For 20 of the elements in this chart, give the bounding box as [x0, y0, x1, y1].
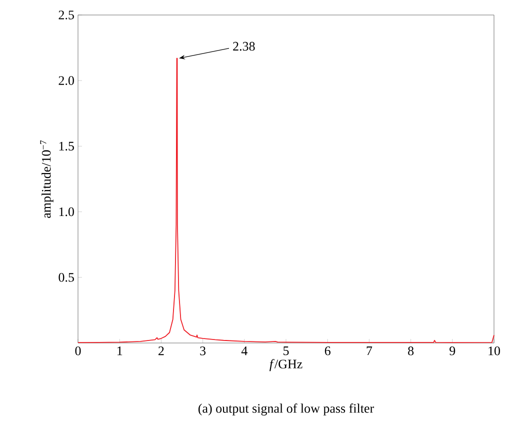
x-axis-title: f/GHz — [270, 359, 302, 372]
x-tick-label: 6 — [324, 346, 330, 356]
x-tick-label: 4 — [241, 346, 248, 356]
text: (a) output signal of low pass filter — [198, 404, 374, 416]
y-tick-label: 2.0 — [58, 76, 74, 86]
y-tick-label: 1.5 — [59, 142, 74, 151]
x-tick-label: 8 — [408, 346, 414, 356]
x-tick-label: 10 — [488, 346, 500, 356]
x-tick-label: 3 — [200, 346, 206, 356]
x-tick-label: 2 — [158, 346, 164, 356]
x-tick-label: 0 — [75, 346, 81, 356]
x-tick-label: 7 — [366, 346, 372, 356]
y-axis-title: amplitude/10$^{−7}$ — [40, 140, 54, 218]
y-tick-label: 0.5 — [58, 272, 74, 282]
y-tick-label: 1.0 — [59, 207, 74, 216]
x-tick-label: 5 — [284, 346, 289, 356]
y-tick-label: 2.5 — [58, 10, 74, 20]
annotation: 2.38 — [233, 42, 255, 51]
x-tick-label: 9 — [450, 346, 456, 356]
x-tick-label: 1 — [118, 346, 122, 356]
